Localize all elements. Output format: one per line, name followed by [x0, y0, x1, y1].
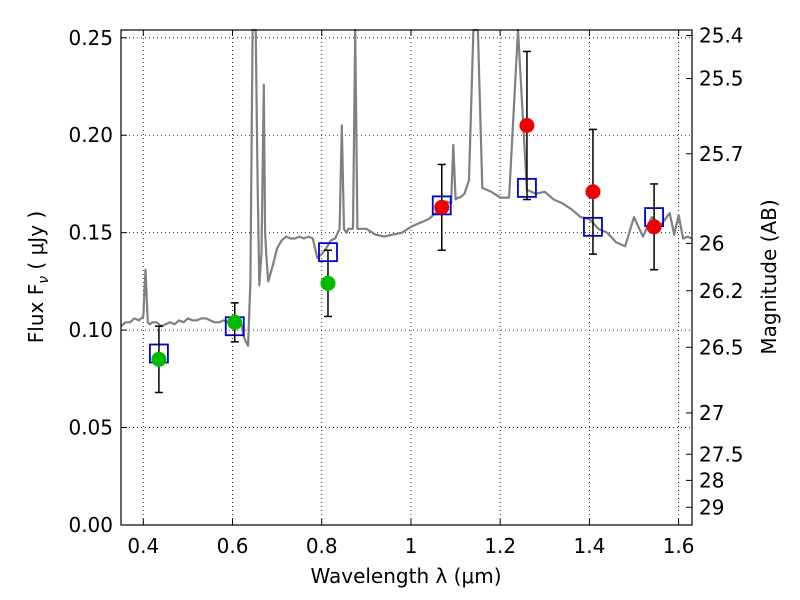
- grid-layer: [121, 30, 692, 526]
- x-tick-label: 0.6: [217, 534, 249, 558]
- y2-tick-label: 25.5: [699, 67, 744, 91]
- x-tick-label: 0.4: [127, 534, 159, 558]
- y2-tick-label: 27: [699, 401, 724, 425]
- y2-tick-label: 25.7: [699, 142, 744, 166]
- y-tick-label: 0.05: [68, 416, 113, 440]
- y2-tick-label: 25.4: [699, 23, 744, 47]
- plot-area: [120, 28, 693, 394]
- observed-flux-point: [646, 219, 662, 235]
- plot-frame: [120, 29, 693, 526]
- y-tick-label: 0.10: [68, 318, 113, 342]
- y-tick-label: 0.20: [68, 123, 113, 147]
- x-axis-label: Wavelength λ (μm): [310, 564, 501, 588]
- x-tick-label: 1.4: [573, 534, 605, 558]
- y2-tick-label: 26: [699, 231, 724, 255]
- x-tick-label: 1: [405, 534, 418, 558]
- marker-layer: [149, 50, 664, 394]
- y2-tick-label: 26.2: [699, 279, 744, 303]
- observed-flux-point: [585, 184, 601, 200]
- y-axis-label: Flux Fν ( μJy ): [24, 211, 52, 343]
- y-axis-label-units: ( μJy ): [24, 211, 48, 276]
- y-axis-label-main: Flux F: [24, 284, 48, 343]
- observed-flux-point: [227, 314, 243, 330]
- spectrum-layer: [120, 28, 693, 347]
- x-tick-label: 1.6: [663, 534, 695, 558]
- y2-tick-label: 26.5: [699, 335, 744, 359]
- y-tick-label: 0.15: [68, 221, 113, 245]
- x-tick-label: 1.2: [484, 534, 516, 558]
- y-tick-label: 0.00: [68, 513, 113, 537]
- tick-layer: 0.4 0.6 0.8 1 1.2 1.4 1.6 0.00 0.05 0.10 0.15 0.20 0…: [68, 23, 743, 558]
- y-tick-label: 0.25: [68, 26, 113, 50]
- y2-axis-label: Magnitude (AB): [757, 199, 781, 354]
- observed-flux-point: [320, 275, 336, 291]
- observed-flux-point: [151, 351, 167, 367]
- y2-tick-label: 29: [699, 495, 724, 519]
- spectrum-line: [120, 28, 693, 347]
- x-tick-label: 0.8: [306, 534, 338, 558]
- observed-flux-point: [434, 199, 450, 215]
- y-axis-label-subscript: ν: [36, 276, 52, 284]
- y2-tick-label: 28: [699, 468, 724, 492]
- observed-flux-point: [519, 117, 535, 133]
- y2-tick-label: 27.5: [699, 442, 744, 466]
